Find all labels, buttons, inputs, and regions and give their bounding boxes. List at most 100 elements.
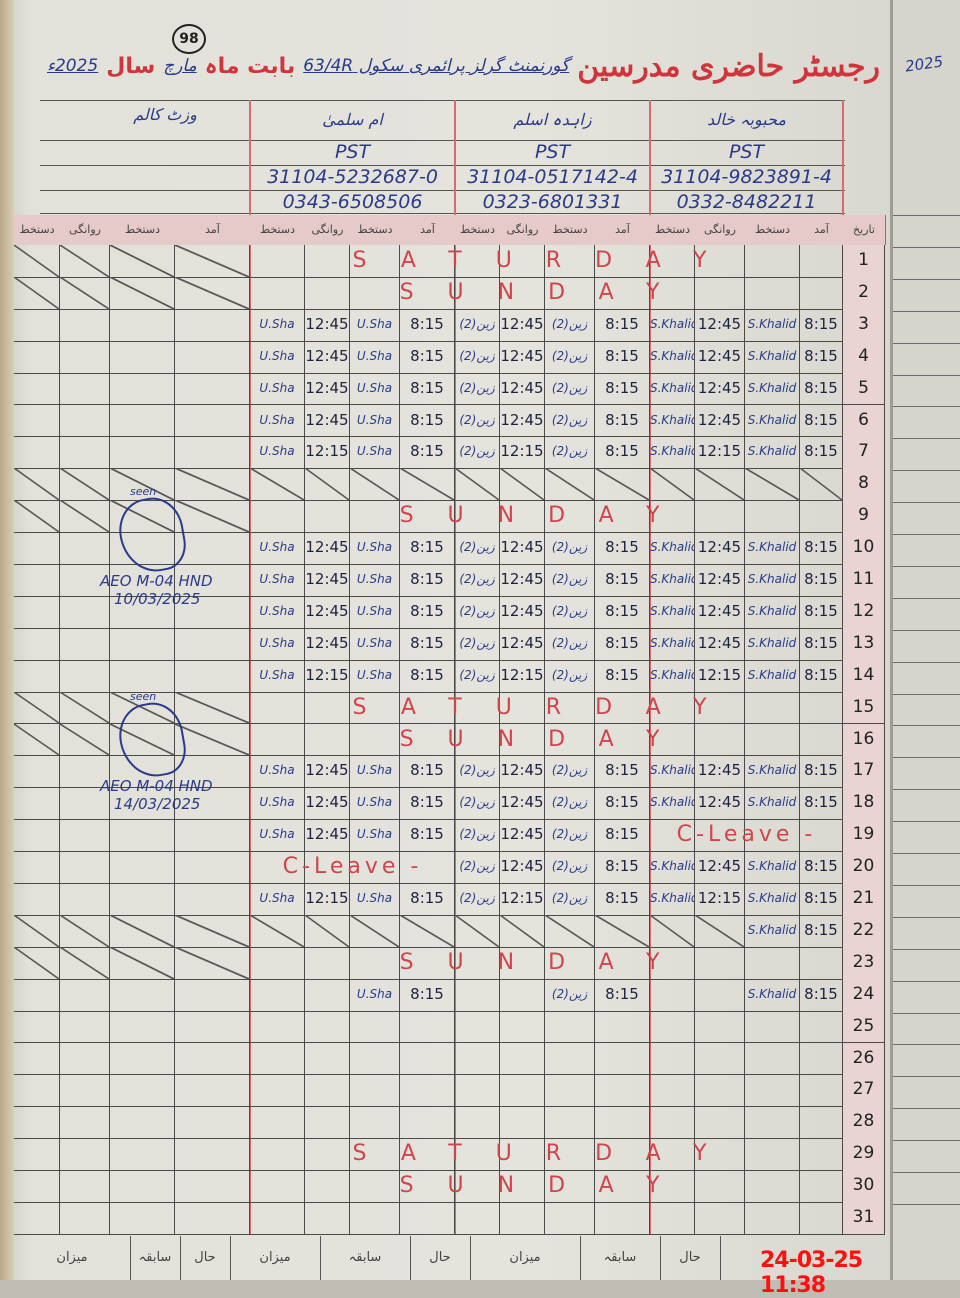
arrival-signature: (2)زین: [545, 978, 595, 1012]
cell-empty: [14, 436, 60, 470]
departure-time: 12:45: [500, 851, 545, 884]
departure-signature: (2)زین: [455, 627, 500, 661]
cell-empty: [350, 914, 400, 948]
teacher-name: محبوبہ خالد: [707, 110, 786, 129]
cell-empty: [545, 723, 595, 757]
cell-empty: [650, 468, 695, 502]
next-page-rule: [893, 565, 960, 567]
departure-signature: (2)زین: [455, 819, 500, 853]
departure-signature: (2)زین: [455, 564, 500, 597]
cell-empty: [695, 1138, 745, 1172]
cell-empty: [14, 468, 60, 502]
cell-empty: [400, 914, 455, 948]
departure-signature: (2)زین: [455, 532, 500, 565]
cell-empty: [800, 468, 843, 502]
cell-empty: [545, 1010, 595, 1044]
visit-seen: seen: [130, 485, 157, 498]
arrival-time: 8:15: [400, 404, 455, 438]
cell-empty: [305, 946, 350, 980]
cell-empty: [800, 691, 843, 725]
cell-empty: [175, 532, 250, 565]
cell-empty: [175, 340, 250, 374]
departure-time: 12:45: [500, 595, 545, 629]
header-rule: [40, 165, 845, 166]
arrival-signature: U.Sha: [350, 340, 400, 374]
cell-empty: [305, 1010, 350, 1044]
cell-empty: [110, 404, 175, 438]
arrival-time: 8:15: [595, 595, 650, 629]
date-cell: 10: [843, 532, 885, 565]
holiday-label: SUNDAY: [399, 949, 694, 975]
cell-empty: [455, 978, 500, 1012]
arrival-signature: (2)زین: [545, 532, 595, 565]
cell-empty: [650, 1138, 695, 1172]
cell-empty: [745, 276, 800, 310]
arrival-time: 8:15: [400, 595, 455, 629]
next-page-rule: [893, 1076, 960, 1078]
departure-time: 12:15: [305, 436, 350, 470]
departure-time: 12:15: [695, 436, 745, 470]
cell-empty: [500, 1202, 545, 1235]
next-page-rule: [893, 725, 960, 727]
arrival-signature: U.Sha: [350, 404, 400, 438]
arrival-signature: U.Sha: [350, 978, 400, 1012]
cell-empty: [400, 946, 455, 980]
next-page-edge: 2025: [890, 0, 960, 1280]
cell-empty: [250, 500, 305, 534]
teacher-phone: 0323-6801331: [482, 191, 623, 213]
cell-empty: [110, 1202, 175, 1235]
departure-signature: (2)زین: [455, 404, 500, 438]
cell-empty: [305, 1042, 350, 1076]
cell-empty: [350, 468, 400, 502]
footer-current: حال: [660, 1236, 721, 1280]
cell-empty: [250, 276, 305, 310]
cell-empty: [110, 564, 175, 597]
cell-empty: [745, 1170, 800, 1203]
departure-time: 12:45: [695, 787, 745, 821]
next-page-rule: [893, 1012, 960, 1014]
departure-time: 12:45: [500, 564, 545, 597]
date-cell: 24: [843, 978, 885, 1012]
arrival-signature: S.Khalid: [745, 372, 800, 406]
departure-time: 12:45: [500, 755, 545, 789]
arrival-time: 8:15: [800, 627, 843, 661]
cell-empty: [14, 978, 60, 1012]
arrival-signature: (2)زین: [545, 819, 595, 853]
cell-empty: [14, 787, 60, 821]
arrival-time: 8:15: [595, 340, 650, 374]
cell-empty: [800, 1010, 843, 1044]
cell-empty: [695, 691, 745, 725]
cell-empty: [800, 245, 843, 278]
departure-time: 12:15: [500, 436, 545, 470]
cell-empty: [175, 819, 250, 853]
cell-empty: [110, 978, 175, 1012]
cell-empty: [175, 723, 250, 757]
column-header-departure: روانگی: [305, 215, 351, 245]
column-header-arrival: آمد: [800, 215, 844, 245]
cell-empty: [745, 1202, 800, 1235]
cell-empty: [455, 245, 500, 278]
arrival-time: 8:15: [595, 978, 650, 1012]
cell-empty: [595, 1074, 650, 1108]
cell-empty: [500, 691, 545, 725]
cell-empty: [800, 1202, 843, 1235]
arrival-time: 8:15: [400, 308, 455, 342]
column-header-signature: دستخط: [545, 215, 596, 245]
cell-empty: [595, 1170, 650, 1203]
arrival-time: 8:15: [800, 978, 843, 1012]
date-cell: 19: [843, 819, 885, 853]
cell-empty: [500, 946, 545, 980]
departure-signature: U.Sha: [250, 340, 305, 374]
cell-empty: [500, 1106, 545, 1140]
cell-empty: [305, 1106, 350, 1140]
arrival-signature: S.Khalid: [745, 436, 800, 470]
arrival-time: 8:15: [800, 532, 843, 565]
arrival-signature: S.Khalid: [745, 404, 800, 438]
arrival-time: 8:15: [800, 851, 843, 884]
arrival-signature: (2)زین: [545, 564, 595, 597]
departure-time: 12:45: [305, 404, 350, 438]
departure-time: 12:45: [695, 372, 745, 406]
cell-empty: [175, 914, 250, 948]
cell-empty: [175, 659, 250, 693]
departure-signature: U.Sha: [250, 787, 305, 821]
